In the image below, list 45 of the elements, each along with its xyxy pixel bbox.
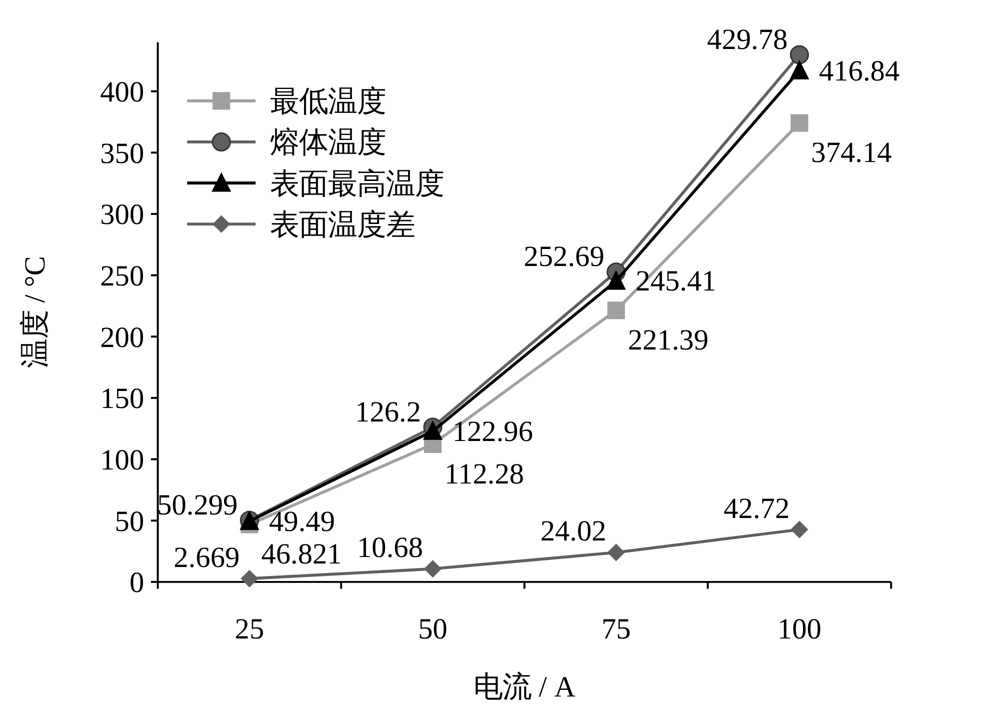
point (240, 570, 258, 588)
y-tick-label: 0 (129, 567, 144, 600)
y-tick-label: 250 (100, 260, 144, 293)
y-tick-label: 400 (100, 76, 144, 109)
point (790, 520, 808, 538)
legend-label: 表面温度差 (270, 209, 416, 242)
legend-label: 最低温度 (270, 86, 386, 118)
data-label: 374.14 (811, 137, 892, 170)
data-label: 221.39 (628, 324, 708, 356)
data-label: 50.299 (157, 489, 238, 522)
data-label: 49.49 (269, 506, 336, 538)
x-tick-label: 50 (418, 614, 448, 646)
y-tick-label: 350 (100, 138, 144, 170)
data-label: 126.2 (355, 396, 422, 428)
y-tick-label: 300 (100, 199, 144, 232)
point (607, 544, 625, 562)
y-axis-title: 温度 / °C (19, 256, 52, 368)
point (790, 114, 808, 132)
legend-label: 熔体温度 (270, 127, 386, 160)
data-label: 112.28 (444, 458, 524, 490)
point (607, 302, 625, 320)
data-label: 429.78 (707, 24, 788, 56)
data-label: 24.02 (540, 516, 606, 548)
y-tick-label: 100 (100, 444, 144, 477)
data-label: 46.821 (261, 538, 342, 571)
data-label: 252.69 (524, 241, 604, 274)
y-tick-label: 200 (100, 322, 144, 354)
point (423, 420, 443, 440)
x-tick-label: 25 (234, 614, 264, 646)
y-tick-label: 150 (100, 383, 144, 416)
x-tick-label: 75 (601, 614, 631, 646)
point (790, 45, 809, 64)
point (424, 560, 442, 578)
point (790, 60, 810, 80)
data-label: 122.96 (452, 416, 533, 448)
point (606, 270, 626, 290)
data-label: 245.41 (636, 266, 716, 298)
data-label: 416.84 (818, 55, 900, 88)
data-label: 42.72 (724, 492, 790, 525)
data-label: 10.68 (357, 532, 424, 564)
y-tick-label: 50 (114, 506, 144, 538)
data-label: 2.669 (174, 542, 240, 574)
x-axis-title: 电流 / A (473, 671, 576, 704)
legend-label: 表面最高温度 (270, 168, 444, 200)
x-tick-label: 100 (777, 614, 822, 646)
